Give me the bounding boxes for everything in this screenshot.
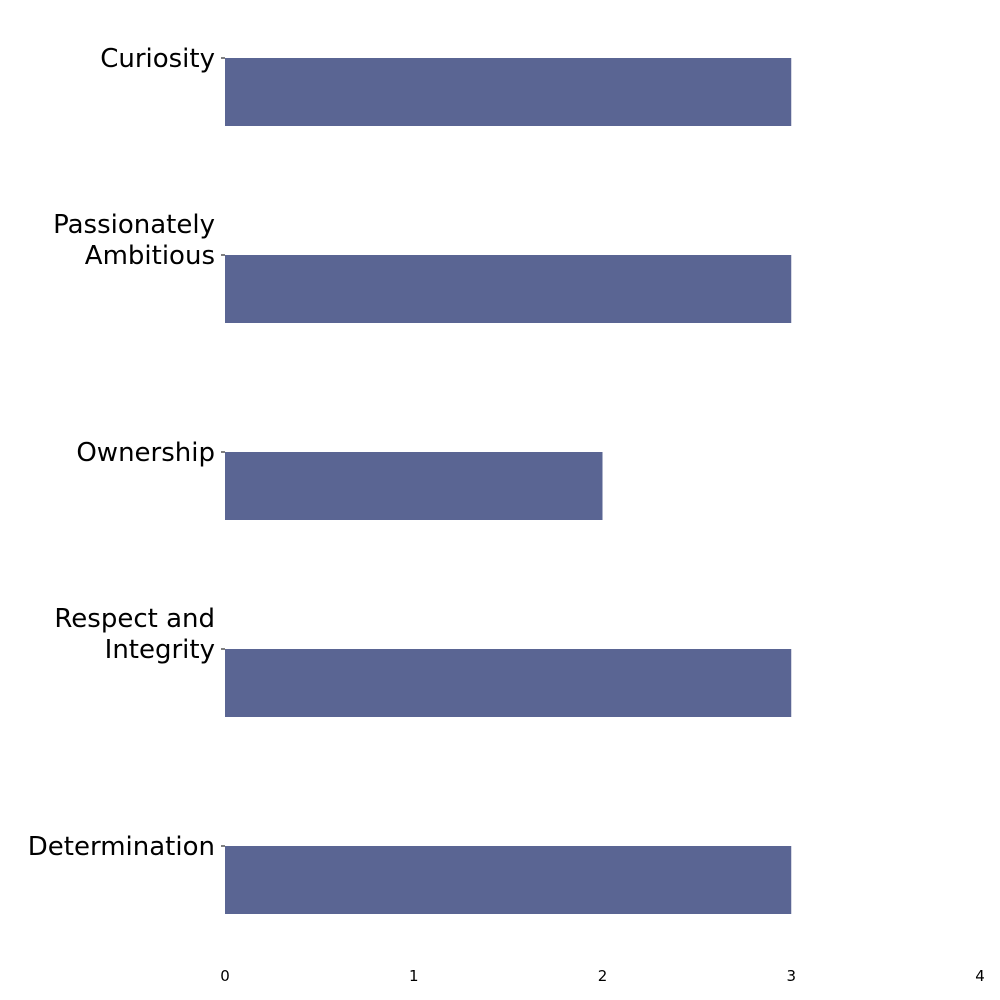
bar xyxy=(225,846,792,914)
x-axis-tick-labels: 0 1 2 3 4 xyxy=(220,967,985,985)
y-tick-label: Respect and Integrity xyxy=(54,604,215,665)
y-tick-label-line: Ownership xyxy=(76,438,215,468)
y-tick-label-line: Ambitious xyxy=(85,241,215,271)
y-tick-label-line: Determination xyxy=(28,832,215,862)
bar xyxy=(225,649,792,717)
y-tick-label: Ownership xyxy=(76,438,215,468)
bars-layer xyxy=(225,58,792,914)
y-tick-label: Passionately Ambitious xyxy=(53,210,215,271)
bar xyxy=(225,58,792,126)
bar xyxy=(225,452,603,520)
x-tick-label: 0 xyxy=(220,967,230,985)
y-tick-label-line: Passionately xyxy=(53,210,215,240)
y-tick-label-line: Respect and xyxy=(54,604,215,634)
x-tick-label: 2 xyxy=(598,967,608,985)
y-tick-label-line: Integrity xyxy=(105,635,215,665)
y-tick-label: Curiosity xyxy=(100,44,215,74)
y-axis-labels: Curiosity Passionately Ambitious Ownership R… xyxy=(28,44,215,862)
y-axis-ticks xyxy=(221,57,225,847)
x-tick-label: 4 xyxy=(975,967,985,985)
x-tick-label: 1 xyxy=(409,967,419,985)
y-tick-label: Determination xyxy=(28,832,215,862)
x-tick-label: 3 xyxy=(786,967,796,985)
bar xyxy=(225,255,792,323)
y-tick-label-line: Curiosity xyxy=(100,44,215,74)
